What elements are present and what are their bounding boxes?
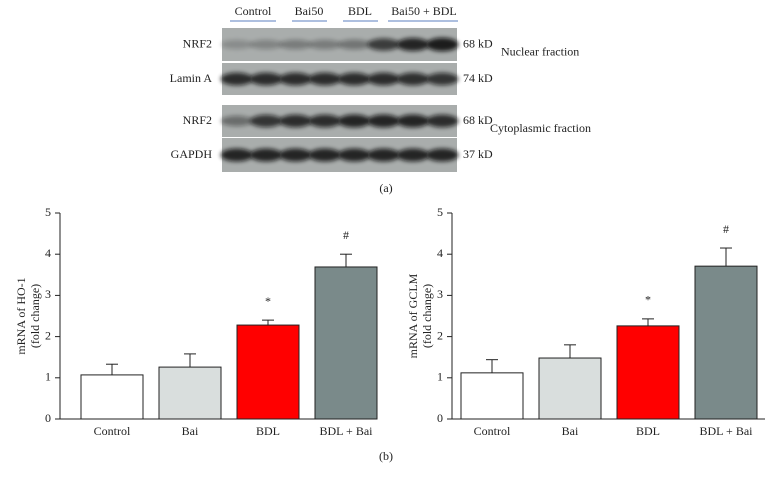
size-label: 68 kD xyxy=(463,113,493,127)
blot-band xyxy=(249,72,283,86)
blot-band xyxy=(308,148,341,162)
blot-band xyxy=(338,114,371,128)
y-tick-label: 1 xyxy=(45,370,51,384)
bar xyxy=(80,374,144,420)
significance-mark: * xyxy=(265,294,271,308)
fraction-label: Cytoplasmic fraction xyxy=(490,121,591,135)
y-tick-label: 5 xyxy=(45,205,51,219)
fraction-label: Nuclear fraction xyxy=(501,44,579,58)
panel-label: (a) xyxy=(379,181,392,195)
blot-band xyxy=(426,37,459,52)
row-label: GAPDH xyxy=(171,147,213,161)
size-label: 68 kD xyxy=(463,36,493,50)
x-tick-label: BDL xyxy=(256,424,280,438)
lane-label: Bai50 + BDL xyxy=(391,4,456,18)
y-axis-label: mRNA of HO-1 xyxy=(14,277,28,354)
lane-label: Bai50 xyxy=(295,4,324,18)
blot-band xyxy=(367,148,400,162)
blot-band xyxy=(308,72,341,86)
blot-band xyxy=(308,114,341,128)
x-tick-label: BDL + Bai xyxy=(700,424,754,438)
bar xyxy=(158,366,222,420)
blot-band xyxy=(249,114,283,128)
lane-label: BDL xyxy=(348,4,372,18)
x-tick-label: Bai xyxy=(562,424,579,438)
blot-band xyxy=(396,37,430,52)
size-label: 37 kD xyxy=(463,147,493,161)
y-tick-label: 4 xyxy=(437,246,443,260)
blot-band xyxy=(279,114,312,128)
blot-band xyxy=(426,114,459,128)
x-tick-label: Control xyxy=(474,424,511,438)
blot-band xyxy=(249,39,283,50)
row-label: Lamin A xyxy=(170,71,213,85)
significance-mark: * xyxy=(645,293,651,307)
blot-band xyxy=(396,72,430,86)
y-tick-label: 3 xyxy=(437,287,443,301)
significance-mark: # xyxy=(343,228,349,242)
y-tick-label: 4 xyxy=(45,246,51,260)
row-label: NRF2 xyxy=(183,36,212,50)
bar xyxy=(538,357,602,420)
y-tick-label: 3 xyxy=(45,287,51,301)
blot-band xyxy=(338,39,371,50)
x-tick-label: BDL + Bai xyxy=(320,424,374,438)
x-tick-label: BDL xyxy=(636,424,660,438)
blot-band xyxy=(279,148,312,162)
blot-band xyxy=(220,39,253,50)
y-tick-label: 2 xyxy=(45,328,51,342)
y-tick-label: 0 xyxy=(437,411,443,425)
blot-band xyxy=(220,72,253,86)
bar xyxy=(314,266,378,420)
blot-band xyxy=(426,148,459,162)
blot-band xyxy=(367,38,400,51)
panel-label: (b) xyxy=(379,449,393,463)
blot-band xyxy=(426,72,459,86)
y-tick-label: 5 xyxy=(437,205,443,219)
size-label: 74 kD xyxy=(463,71,493,85)
bar xyxy=(694,265,758,420)
blot-band xyxy=(308,39,341,50)
blot-band xyxy=(367,114,400,128)
blot-band xyxy=(279,39,312,50)
blot-band xyxy=(367,72,400,86)
blot-band xyxy=(279,72,312,86)
row-label: NRF2 xyxy=(183,113,212,127)
x-tick-label: Control xyxy=(94,424,131,438)
y-tick-label: 2 xyxy=(437,328,443,342)
y-axis-label: (fold change) xyxy=(28,284,42,348)
blot-band xyxy=(220,148,253,162)
blot-band xyxy=(220,115,253,127)
y-axis-label: (fold change) xyxy=(420,284,434,348)
bar xyxy=(236,324,300,420)
bar xyxy=(616,325,680,420)
x-tick-label: Bai xyxy=(182,424,199,438)
significance-mark: # xyxy=(723,222,729,236)
lane-label: Control xyxy=(235,4,272,18)
blot-band xyxy=(338,72,371,86)
y-tick-label: 0 xyxy=(45,411,51,425)
blot-band xyxy=(396,148,430,162)
y-tick-label: 1 xyxy=(437,370,443,384)
bar xyxy=(460,372,524,420)
blot-band xyxy=(396,114,430,128)
y-axis-label: mRNA of GCLM xyxy=(406,273,420,358)
blot-band xyxy=(338,148,371,162)
blot-band xyxy=(249,148,283,162)
